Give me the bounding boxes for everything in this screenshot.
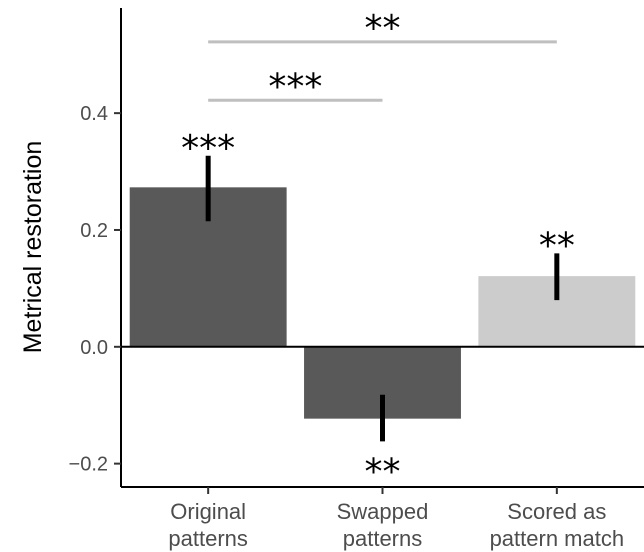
x-tick-label: Original [170,499,246,524]
significance-label: *** [181,128,235,169]
x-tick-label: Swapped [337,499,429,524]
error-bars [205,155,560,442]
comparison-label: ** [365,8,401,49]
x-tick-label: patterns [343,526,423,551]
significance-markers: ******* [181,128,575,493]
comparison-label: *** [268,66,322,107]
y-tick-label: 0.0 [80,337,108,359]
significance-label: ** [539,225,575,266]
x-tick-label: pattern match [490,526,625,551]
x-tick-label: patterns [168,526,248,551]
bars [121,187,644,419]
comparison-brackets: ***** [208,8,557,107]
y-axis: −0.2 0.0 0.2 0.4 [69,8,122,487]
y-tick-label: 0.2 [80,220,108,242]
significance-label: ** [365,451,401,492]
y-axis-title: Metrical restoration [19,141,47,354]
x-tick-label: Scored as [507,499,606,524]
y-tick-label: 0.4 [80,103,108,125]
y-tick-label: −0.2 [69,454,108,476]
